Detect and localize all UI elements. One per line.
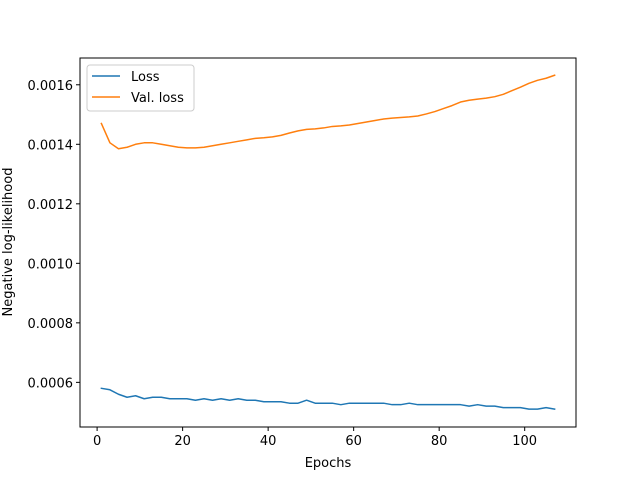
y-tick-label: 0.0014 [28,138,74,153]
x-tick-label: 100 [512,434,537,449]
y-axis-label: Negative log-likelihood [1,168,16,317]
series-line-val-loss [100,74,556,150]
y-tick-label: 0.0016 [28,79,74,94]
x-tick-label: 20 [174,434,191,449]
x-axis-label: Epochs [305,456,352,471]
y-tick-label: 0.0010 [28,257,74,272]
legend-label-val-loss: Val. loss [131,91,184,106]
plot-area-frame [79,57,577,428]
legend: Loss Val. loss [86,64,195,112]
x-tick-label: 60 [345,434,362,449]
x-tick-label: 80 [431,434,448,449]
series-line-loss [100,387,556,411]
y-tick-label: 0.0012 [28,198,74,213]
y-axis-ticks: 0.0006 0.0008 0.0010 0.0012 0.0014 0.0016 [28,79,80,391]
y-tick-label: 0.0006 [28,376,74,391]
x-tick-label: 40 [260,434,277,449]
x-tick-label: 0 [93,434,101,449]
x-axis-ticks: 0 20 40 60 80 100 [93,427,537,449]
series-layer [100,74,556,411]
legend-label-loss: Loss [131,70,160,85]
y-tick-label: 0.0008 [28,317,74,332]
